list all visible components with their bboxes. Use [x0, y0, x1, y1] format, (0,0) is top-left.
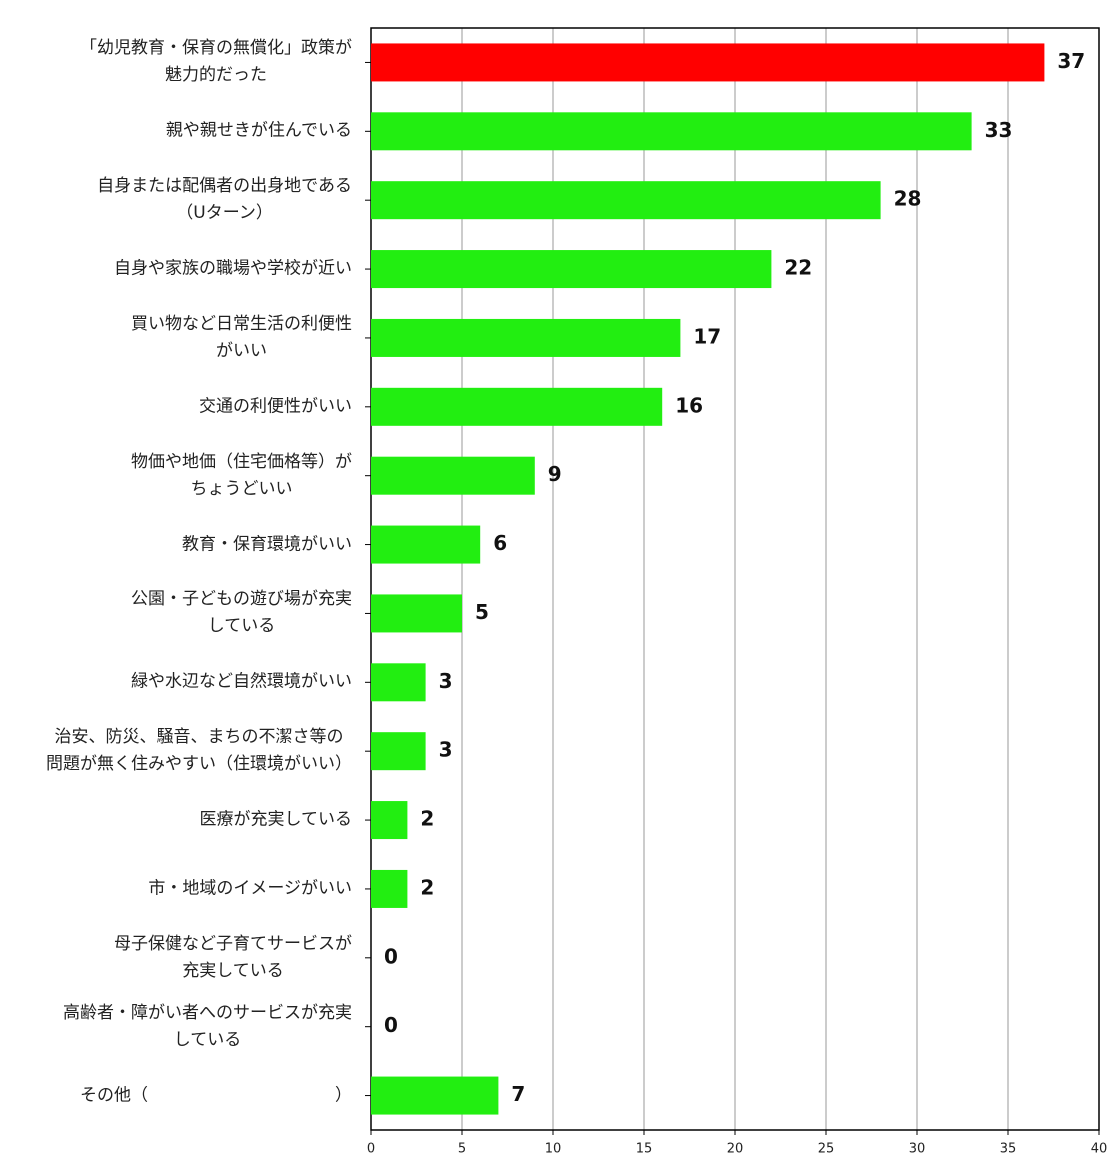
bar	[371, 869, 408, 908]
bar	[371, 525, 481, 564]
bar	[371, 594, 462, 633]
value-label: 28	[894, 187, 922, 211]
value-label: 2	[420, 875, 434, 899]
value-label: 22	[784, 256, 812, 280]
value-label: 17	[693, 324, 721, 348]
x-tick-label: 15	[636, 1142, 653, 1156]
bar	[371, 387, 663, 426]
value-label: 33	[985, 118, 1013, 142]
value-label: 0	[384, 1013, 398, 1037]
category-label: 自身や家族の職場や学校が近い	[114, 258, 352, 279]
category-label: 交通の利便性がいい	[199, 396, 352, 417]
value-label: 37	[1057, 49, 1085, 73]
category-label: 自身または配偶者の出身地である （Uターン）	[97, 176, 352, 224]
category-label: その他（ ）	[80, 1085, 352, 1106]
x-tick-label: 5	[458, 1142, 466, 1156]
category-label: 緑や水辺など自然環境がいい	[131, 671, 352, 692]
bar	[371, 456, 535, 495]
category-label: 物価や地価（住宅価格等）が ちょうどいい	[131, 451, 352, 499]
x-tick-label: 30	[909, 1142, 926, 1156]
category-label: 市・地域のイメージがいい	[148, 878, 352, 899]
category-label: 公園・子どもの遊び場が充実 している	[131, 589, 352, 637]
value-label: 7	[511, 1082, 525, 1106]
bar	[371, 732, 426, 771]
x-tick-label: 20	[727, 1142, 744, 1156]
x-tick-label: 35	[1000, 1142, 1017, 1156]
value-label: 3	[439, 669, 453, 693]
category-label: 買い物など日常生活の利便性 がいい	[131, 313, 352, 361]
category-label: 教育・保育環境がいい	[182, 534, 352, 555]
value-label: 16	[675, 393, 703, 417]
bar	[371, 1076, 499, 1115]
value-label: 9	[548, 462, 562, 486]
bar	[371, 181, 881, 220]
x-tick-label: 40	[1091, 1142, 1108, 1156]
category-label: 「幼児教育・保育の無償化」政策が 魅力的だった	[80, 38, 352, 86]
value-label: 3	[439, 738, 453, 762]
value-label: 0	[384, 944, 398, 968]
category-label: 医療が充実している	[199, 809, 353, 830]
bar	[371, 112, 972, 151]
bar	[371, 801, 408, 840]
category-label: 治安、防災、騒音、まちの不潔さ等の 問題が無く住みやすい（住環境がいい）	[46, 727, 352, 775]
bar	[371, 250, 772, 289]
x-tick-label: 25	[818, 1142, 835, 1156]
category-label: 親や親せきが住んでいる	[165, 120, 352, 141]
bar	[371, 318, 681, 357]
category-label: 母子保健など子育てサービスが 充実している	[114, 933, 352, 981]
value-label: 6	[493, 531, 507, 555]
plot-frame	[370, 27, 1100, 1131]
bar	[371, 663, 426, 702]
category-label: 高齢者・障がい者へのサービスが充実 している	[63, 1002, 352, 1050]
bar	[371, 43, 1045, 82]
value-label: 5	[475, 600, 489, 624]
value-label: 2	[420, 807, 434, 831]
x-tick-label: 10	[545, 1142, 562, 1156]
x-tick-label: 0	[367, 1142, 375, 1156]
